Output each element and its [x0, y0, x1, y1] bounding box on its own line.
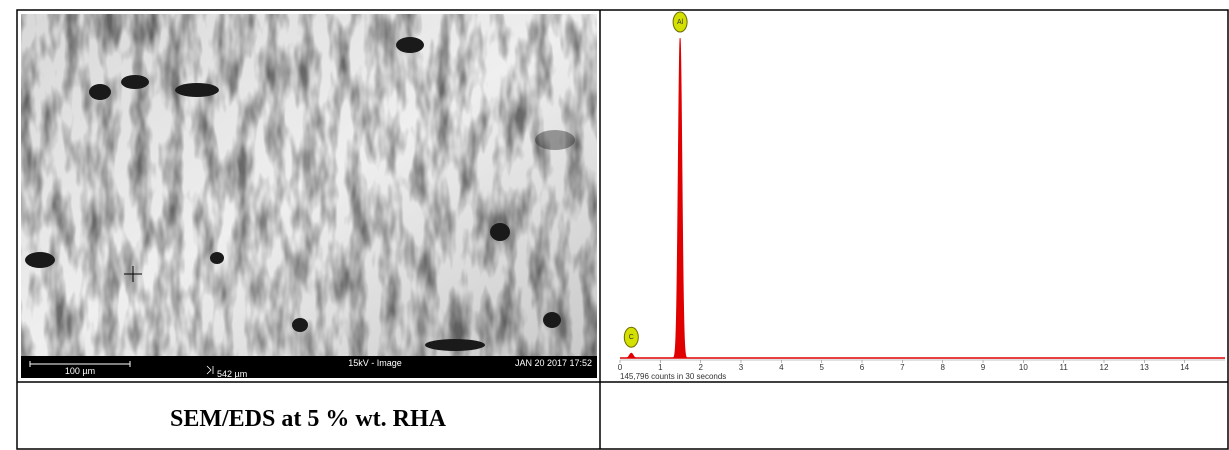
page: 100 µm 542 µm 15kV - Image JAN 20 2017 1… [0, 0, 1229, 450]
x-tick-label: 0 [618, 363, 623, 372]
x-tick-label: 2 [698, 363, 703, 372]
x-tick-label: 13 [1140, 363, 1149, 372]
x-tick-label: 14 [1180, 363, 1189, 372]
counts-label: 145,796 counts in 30 seconds [620, 372, 726, 381]
imaging-mode: 15kV - Image [348, 358, 402, 368]
x-tick-label: 5 [819, 363, 824, 372]
timestamp: JAN 20 2017 17:52 [515, 358, 592, 368]
x-tick-label: 4 [779, 363, 784, 372]
x-tick-label: 1 [658, 363, 663, 372]
peak [673, 38, 688, 358]
x-tick-label: 11 [1060, 363, 1069, 372]
x-tick-label: 8 [940, 363, 945, 372]
field-width: 542 µm [217, 369, 247, 379]
x-tick-label: 6 [860, 363, 865, 372]
peak-label: C [629, 334, 634, 341]
x-tick-label: 10 [1019, 363, 1028, 372]
scale-bar-label: 100 µm [65, 366, 95, 376]
x-tick-label: 7 [900, 363, 905, 372]
x-tick-label: 9 [981, 363, 986, 372]
peak-label: Al [677, 19, 684, 26]
sem-image [21, 14, 597, 378]
x-tick-label: 3 [739, 363, 744, 372]
caption: SEM/EDS at 5 % wt. RHA [170, 406, 447, 432]
x-tick-label: 12 [1100, 363, 1109, 372]
